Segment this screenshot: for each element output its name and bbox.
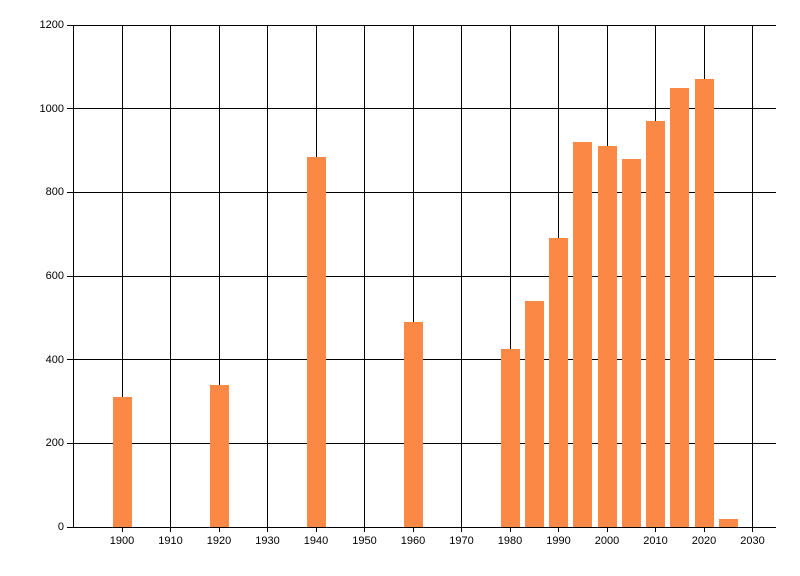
h-gridline (74, 442, 776, 444)
v-gridline (364, 25, 365, 527)
bar-2005 (621, 158, 641, 527)
bar-2010 (646, 121, 665, 527)
y-tick-label: 400 (45, 353, 64, 366)
x-tick (121, 527, 123, 532)
x-tick-label: 1940 (303, 535, 329, 547)
y-axis-line (73, 25, 74, 528)
bar-1960 (403, 322, 423, 527)
v-gridline (509, 25, 511, 527)
v-gridline (121, 25, 123, 527)
bar-2025 (718, 518, 738, 527)
x-tick (703, 527, 705, 532)
y-tick (67, 442, 73, 444)
h-gridline (74, 24, 776, 26)
x-tick-label: 1990 (546, 535, 571, 547)
h-gridline (74, 275, 776, 277)
y-tick-label: 1200 (39, 19, 64, 31)
x-tick (461, 527, 462, 532)
y-tick (67, 191, 73, 193)
x-tick (218, 527, 220, 532)
x-tick-label: 1970 (449, 535, 474, 547)
x-tick (509, 527, 511, 532)
bar-1900 (112, 397, 132, 527)
x-tick-label: 1900 (109, 535, 135, 547)
v-gridline (461, 25, 462, 527)
x-tick (267, 527, 268, 532)
x-tick-label: 2010 (643, 535, 668, 547)
x-tick-label: 1960 (400, 535, 426, 547)
y-tick (67, 108, 73, 110)
x-axis-line (74, 526, 776, 528)
v-gridline (218, 25, 220, 527)
y-tick-label: 800 (45, 186, 64, 199)
bar-1920 (209, 384, 229, 527)
bar-1980 (500, 349, 520, 527)
x-tick-label: 2030 (740, 535, 765, 547)
x-tick-label: 1950 (352, 535, 377, 547)
v-gridline (170, 25, 171, 527)
y-tick (67, 24, 73, 26)
x-tick (364, 527, 365, 532)
x-tick (412, 527, 414, 532)
bar-1940 (306, 156, 326, 527)
h-gridline (74, 108, 776, 110)
x-tick (655, 527, 656, 532)
y-tick-label: 1000 (39, 102, 64, 115)
bar-1995 (573, 142, 593, 527)
h-gridline (74, 359, 776, 361)
v-gridline (267, 25, 268, 527)
h-gridline (74, 191, 776, 193)
v-gridline (412, 25, 414, 527)
x-tick-label: 2020 (691, 535, 717, 547)
y-tick (67, 359, 73, 361)
bar-2000 (597, 146, 617, 527)
x-tick (558, 527, 559, 532)
bar-2015 (670, 87, 690, 527)
x-tick-label: 1910 (158, 535, 183, 547)
bar-2020 (694, 79, 714, 527)
x-tick-label: 2000 (594, 535, 620, 547)
y-tick-label: 600 (45, 270, 64, 282)
x-tick (752, 527, 753, 532)
y-tick-label: 0 (57, 521, 64, 533)
v-gridline (752, 25, 753, 527)
x-tick-label: 1980 (497, 535, 523, 547)
bar-1990 (549, 238, 568, 527)
bar-1985 (524, 301, 544, 527)
x-tick (606, 527, 608, 532)
x-tick (315, 527, 317, 532)
y-tick (67, 275, 73, 277)
x-tick-label: 1920 (206, 535, 232, 547)
y-tick-label: 200 (45, 437, 64, 450)
x-tick (170, 527, 171, 532)
x-tick-label: 1930 (255, 535, 280, 547)
y-tick (67, 526, 73, 528)
